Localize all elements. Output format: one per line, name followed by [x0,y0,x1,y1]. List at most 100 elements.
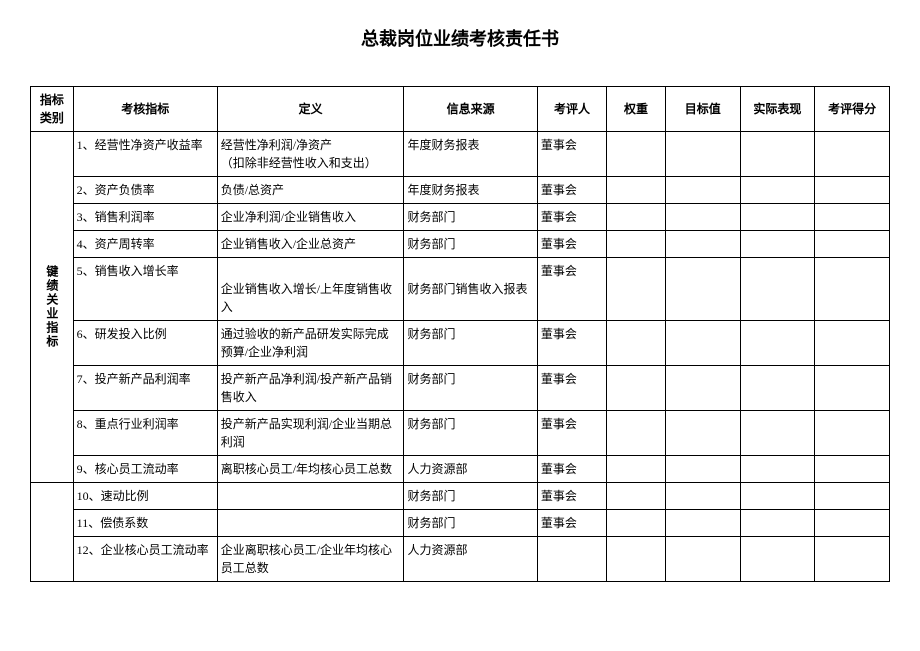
indicator-cell: 5、销售收入增长率 [73,258,217,321]
actual-cell [740,456,815,483]
weight-cell [607,177,666,204]
evaluator-cell: 董事会 [537,510,606,537]
table-row: 12、企业核心员工流动率 企业离职核心员工/企业年均核心员工总数 人力资源部 [31,537,890,582]
category-cell-empty [31,483,74,582]
score-cell [815,483,890,510]
evaluator-cell: 董事会 [537,177,606,204]
score-cell [815,366,890,411]
definition-cell: 通过验收的新产品研发实际完成预算/企业净利润 [217,321,404,366]
weight-cell [607,321,666,366]
indicator-cell: 2、资产负债率 [73,177,217,204]
actual-cell [740,537,815,582]
score-cell [815,132,890,177]
weight-cell [607,231,666,258]
target-cell [665,456,740,483]
header-category: 指标类别 [31,87,74,132]
evaluator-cell: 董事会 [537,231,606,258]
evaluator-cell: 董事会 [537,321,606,366]
definition-cell: 投产新产品实现利润/企业当期总利润 [217,411,404,456]
source-cell: 年度财务报表 [404,177,537,204]
actual-cell [740,321,815,366]
actual-cell [740,204,815,231]
indicator-cell: 11、偿债系数 [73,510,217,537]
target-cell [665,177,740,204]
target-cell [665,231,740,258]
score-cell [815,510,890,537]
definition-cell: 企业销售收入/企业总资产 [217,231,404,258]
definition-cell: 投产新产品净利润/投产新产品销售收入 [217,366,404,411]
table-row: 4、资产周转率 企业销售收入/企业总资产 财务部门 董事会 [31,231,890,258]
source-cell: 财务部门 [404,411,537,456]
source-cell: 财务部门 [404,321,537,366]
definition-cell: 企业销售收入增长/上年度销售收入 [217,258,404,321]
evaluator-cell: 董事会 [537,483,606,510]
score-cell [815,258,890,321]
definition-cell: 企业离职核心员工/企业年均核心员工总数 [217,537,404,582]
source-cell: 财务部门销售收入报表 [404,258,537,321]
actual-cell [740,231,815,258]
target-cell [665,483,740,510]
source-cell: 人力资源部 [404,537,537,582]
table-row: 2、资产负债率 负债/总资产 年度财务报表 董事会 [31,177,890,204]
indicator-cell: 8、重点行业利润率 [73,411,217,456]
table-row: 5、销售收入增长率 企业销售收入增长/上年度销售收入 财务部门销售收入报表 董事… [31,258,890,321]
target-cell [665,537,740,582]
weight-cell [607,537,666,582]
target-cell [665,204,740,231]
weight-cell [607,132,666,177]
table-body: 键绩关业指标 1、经营性净资产收益率 经营性净利润/净资产（扣除非经营性收入和支… [31,132,890,582]
score-cell [815,411,890,456]
weight-cell [607,456,666,483]
source-cell: 财务部门 [404,483,537,510]
score-cell [815,537,890,582]
table-row: 9、核心员工流动率 离职核心员工/年均核心员工总数 人力资源部 董事会 [31,456,890,483]
target-cell [665,321,740,366]
table-row: 3、销售利润率 企业净利润/企业销售收入 财务部门 董事会 [31,204,890,231]
weight-cell [607,366,666,411]
score-cell [815,177,890,204]
indicator-cell: 4、资产周转率 [73,231,217,258]
weight-cell [607,258,666,321]
target-cell [665,132,740,177]
score-cell [815,204,890,231]
header-row: 指标类别 考核指标 定义 信息来源 考评人 权重 目标值 实际表现 考评得分 [31,87,890,132]
evaluator-cell [537,537,606,582]
evaluator-cell: 董事会 [537,204,606,231]
definition-cell: 离职核心员工/年均核心员工总数 [217,456,404,483]
actual-cell [740,258,815,321]
score-cell [815,231,890,258]
table-row: 7、投产新产品利润率 投产新产品净利润/投产新产品销售收入 财务部门 董事会 [31,366,890,411]
table-row: 11、偿债系数 财务部门 董事会 [31,510,890,537]
indicator-cell: 3、销售利润率 [73,204,217,231]
assessment-table: 指标类别 考核指标 定义 信息来源 考评人 权重 目标值 实际表现 考评得分 键… [30,86,890,582]
source-cell: 财务部门 [404,204,537,231]
header-actual: 实际表现 [740,87,815,132]
target-cell [665,411,740,456]
category-cell: 键绩关业指标 [31,132,74,483]
indicator-cell: 9、核心员工流动率 [73,456,217,483]
score-cell [815,456,890,483]
weight-cell [607,204,666,231]
indicator-cell: 1、经营性净资产收益率 [73,132,217,177]
actual-cell [740,366,815,411]
header-evaluator: 考评人 [537,87,606,132]
indicator-cell: 7、投产新产品利润率 [73,366,217,411]
actual-cell [740,177,815,204]
evaluator-cell: 董事会 [537,258,606,321]
evaluator-cell: 董事会 [537,366,606,411]
header-source: 信息来源 [404,87,537,132]
definition-cell: 企业净利润/企业销售收入 [217,204,404,231]
definition-cell: 负债/总资产 [217,177,404,204]
target-cell [665,366,740,411]
target-cell [665,258,740,321]
table-row: 6、研发投入比例 通过验收的新产品研发实际完成预算/企业净利润 财务部门 董事会 [31,321,890,366]
indicator-cell: 12、企业核心员工流动率 [73,537,217,582]
evaluator-cell: 董事会 [537,456,606,483]
source-cell: 财务部门 [404,366,537,411]
target-cell [665,510,740,537]
score-cell [815,321,890,366]
weight-cell [607,483,666,510]
actual-cell [740,483,815,510]
header-score: 考评得分 [815,87,890,132]
actual-cell [740,411,815,456]
